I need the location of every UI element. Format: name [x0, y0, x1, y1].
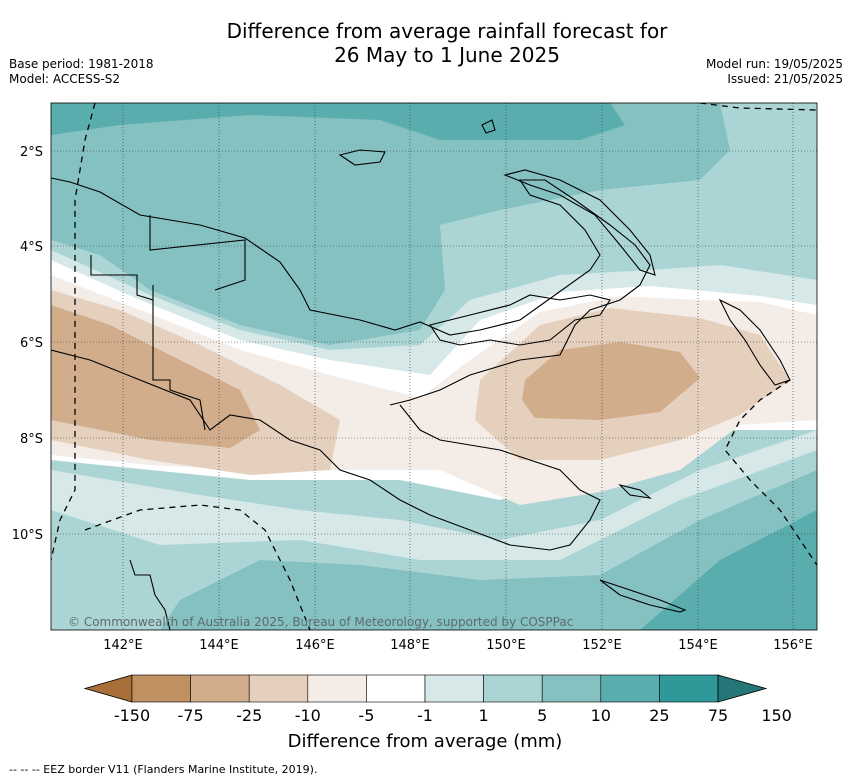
map-frame — [50, 102, 818, 631]
colorbar-segment — [659, 674, 719, 703]
lat-label: 8°S — [20, 432, 43, 447]
model-run: Model run: 19/05/2025 — [705, 57, 843, 71]
colorbar-tick-label: 150 — [761, 706, 792, 725]
lon-label: 152°E — [582, 638, 622, 653]
colorbar-segment — [307, 674, 367, 703]
colorbar-segment — [424, 674, 484, 703]
title-line-2: 26 May to 1 June 2025 — [334, 43, 560, 67]
colorbar-extend-high — [717, 674, 768, 703]
lat-label: 2°S — [20, 145, 43, 160]
field-drier-west — [51, 305, 260, 448]
colorbar: Difference from average (mm) -150 -75 -25 -… — [83, 674, 792, 752]
colorbar-tick-label: -150 — [114, 706, 150, 725]
base-period: Base period: 1981-2018 — [9, 57, 154, 71]
model-name: Model: ACCESS-S2 — [9, 72, 121, 86]
colorbar-tick-label: 1 — [479, 706, 489, 725]
eez-border — [51, 103, 817, 630]
colorbar-tick-label: 25 — [649, 706, 669, 725]
lon-label: 146°E — [295, 638, 335, 653]
lon-label: 156°E — [773, 638, 813, 653]
colorbar-tick-label: 75 — [708, 706, 728, 725]
colorbar-tick-label: -5 — [358, 706, 374, 725]
lat-label: 4°S — [20, 240, 43, 255]
colorbar-tick-label: -1 — [417, 706, 433, 725]
lon-labels: 142°E 144°E 146°E 148°E 150°E 152°E 154°… — [103, 638, 813, 653]
meta-left: Base period: 1981-2018 Model: ACCESS-S2 — [9, 57, 154, 87]
coastlines — [51, 119, 791, 630]
field-south-wetter — [160, 470, 817, 630]
colorbar-tick-label: 10 — [591, 706, 611, 725]
colorbar-segment — [248, 674, 309, 703]
forecast-field — [51, 103, 817, 630]
title-line-1: Difference from average rainfall forecas… — [226, 19, 668, 43]
colorbar-segment — [541, 674, 602, 703]
lat-label: 6°S — [20, 336, 43, 351]
issued-date: Issued: 21/05/2025 — [727, 72, 843, 86]
colorbar-segment — [366, 674, 426, 703]
map-title: Difference from average rainfall forecas… — [0, 19, 850, 67]
graticule — [51, 103, 817, 630]
colorbar-segment — [600, 674, 660, 703]
lon-label: 154°E — [678, 638, 718, 653]
meta-right: Model run: 19/05/2025 Issued: 21/05/2025 — [706, 57, 843, 87]
field-southeast-wettest — [640, 510, 817, 630]
political-borders — [90, 215, 246, 431]
field-northwest-wetter — [51, 103, 625, 140]
lon-label: 148°E — [390, 638, 430, 653]
eez-footer-note: -- -- -- EEZ border V11 (Flanders Marine… — [9, 763, 318, 776]
colorbar-tick-label: -75 — [178, 706, 204, 725]
colorbar-tick-label: 5 — [537, 706, 547, 725]
lon-label: 144°E — [199, 638, 239, 653]
colorbar-segment — [483, 674, 543, 703]
lon-label: 142°E — [103, 638, 143, 653]
colorbar-tick-label: -25 — [236, 706, 262, 725]
colorbar-segment — [190, 674, 250, 703]
colorbar-tick-label: -10 — [295, 706, 321, 725]
colorbar-segment — [131, 674, 191, 703]
lon-label: 150°E — [486, 638, 526, 653]
field-north-wet — [51, 103, 730, 345]
lat-labels: 2°S 4°S 6°S 8°S 10°S — [12, 145, 43, 543]
copyright-text: © Commonwealth of Australia 2025, Bureau… — [68, 615, 573, 629]
field-drier-east — [522, 342, 700, 420]
lat-label: 10°S — [12, 528, 43, 543]
colorbar-extend-low — [83, 674, 133, 703]
colorbar-title: Difference from average (mm) — [288, 731, 563, 752]
